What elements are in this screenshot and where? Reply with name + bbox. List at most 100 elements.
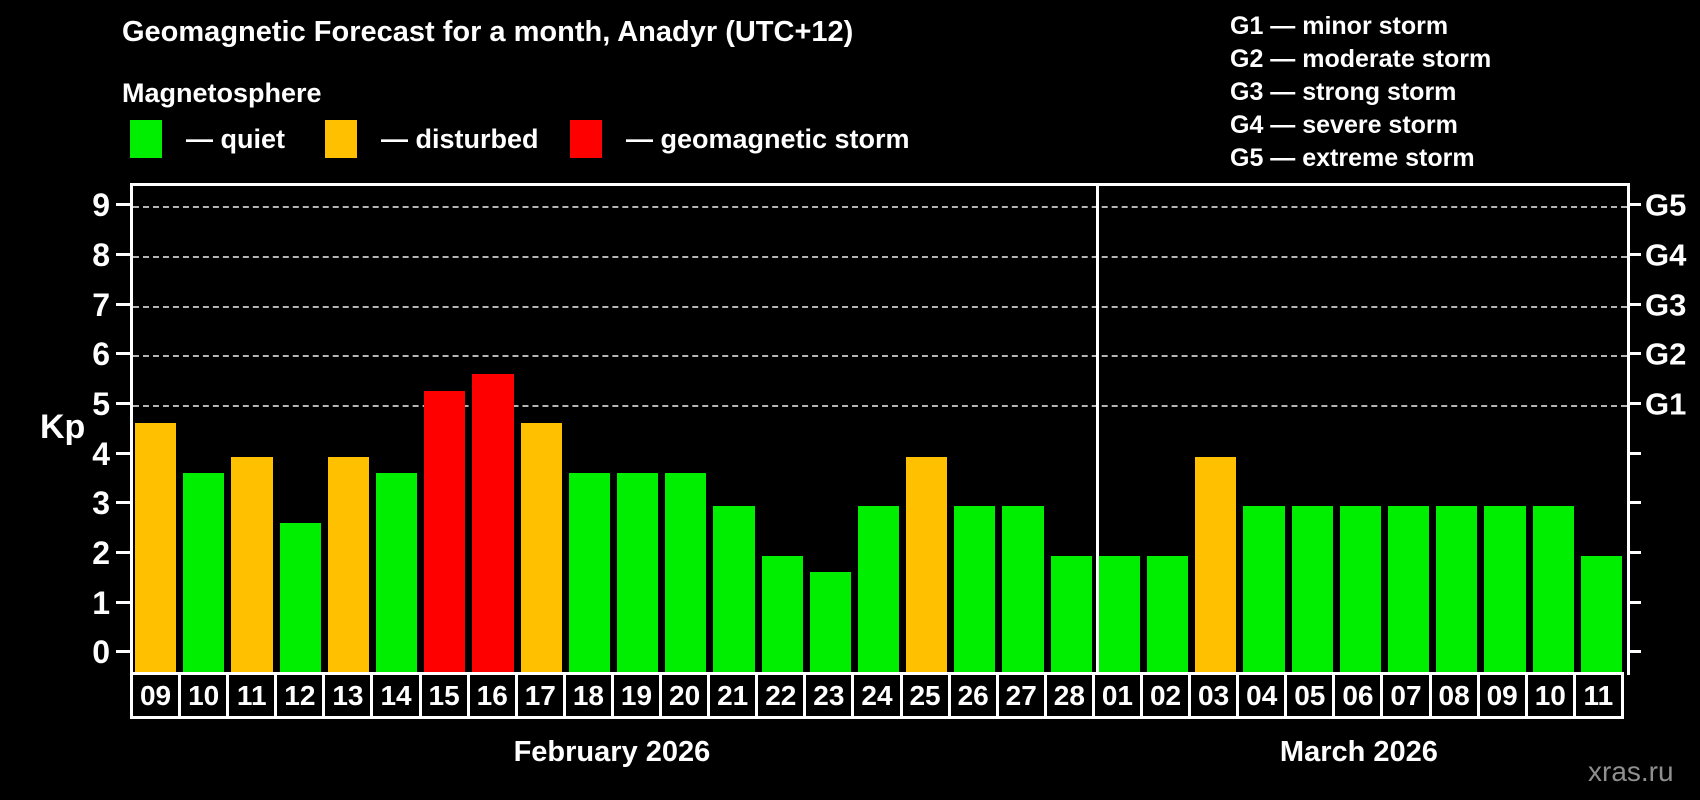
date-cell-20: 20 — [659, 672, 711, 719]
date-cell-28: 28 — [1043, 672, 1095, 719]
kp-bar-day-27-feb — [1002, 506, 1044, 675]
date-cell-04: 04 — [1236, 672, 1288, 719]
kp-bar-day-11-mar — [1580, 555, 1622, 675]
kp-bar-day-03-mar — [1195, 456, 1237, 675]
date-cell-09: 09 — [130, 672, 182, 719]
axis-tick — [1627, 253, 1641, 256]
y-tick-label-5: 5 — [92, 385, 110, 422]
y-tick-label-2: 2 — [92, 534, 110, 571]
kp-bar-day-22-feb — [761, 555, 803, 675]
g-legend-line-g3: G3 — strong storm — [1230, 78, 1457, 106]
kp-bar-day-01-mar — [1098, 555, 1141, 675]
gridline-kp6 — [133, 355, 1627, 358]
date-cell-13: 13 — [322, 672, 374, 719]
y-tick-label-3: 3 — [92, 485, 110, 522]
legend-label-quiet: — quiet — [186, 123, 285, 154]
axis-tick — [1627, 352, 1641, 356]
date-cell-16: 16 — [466, 672, 518, 719]
legend-item-quiet: — quiet — [130, 120, 285, 158]
g-legend-line-g4: G4 — severe storm — [1230, 111, 1458, 139]
kp-bar-day-13-feb — [327, 456, 369, 675]
axis-tick — [116, 550, 130, 554]
kp-bar-day-09-feb — [135, 423, 177, 675]
axis-tick — [1627, 550, 1641, 554]
date-cell-24: 24 — [851, 672, 903, 719]
kp-bar-day-23-feb — [809, 572, 851, 675]
date-cell-23: 23 — [803, 672, 855, 719]
date-cell-11: 11 — [1572, 672, 1624, 719]
date-cell-27: 27 — [995, 672, 1047, 719]
y-tick-label-9: 9 — [92, 187, 110, 224]
axis-tick — [116, 501, 130, 505]
kp-bar-day-19-feb — [616, 472, 659, 675]
legend-item-disturbed: — disturbed — [325, 120, 539, 158]
date-cell-07: 07 — [1380, 672, 1432, 719]
kp-bar-day-12-feb — [279, 522, 321, 675]
kp-bar-day-10-feb — [183, 472, 225, 675]
g-axis-label-g4: G4 — [1645, 237, 1687, 273]
axis-tick — [1627, 302, 1641, 306]
y-axis-left-ticks — [116, 183, 130, 672]
kp-bar-day-04-mar — [1243, 506, 1285, 675]
kp-bar-day-20-feb — [665, 472, 707, 675]
date-cell-14: 14 — [370, 672, 422, 719]
kp-bar-day-25-feb — [906, 456, 948, 675]
kp-bar-day-21-feb — [713, 506, 755, 675]
date-cell-03: 03 — [1188, 672, 1240, 719]
axis-tick — [116, 302, 130, 306]
kp-bar-day-26-feb — [954, 506, 996, 675]
kp-bar-day-14-feb — [375, 472, 418, 675]
y-tick-label-4: 4 — [92, 435, 110, 472]
date-cell-18: 18 — [562, 672, 614, 719]
date-cell-17: 17 — [514, 672, 566, 719]
axis-tick — [1627, 203, 1641, 207]
subtitle-magnetosphere: Magnetosphere — [122, 78, 322, 108]
g-axis-label-g1: G1 — [1645, 386, 1687, 422]
axis-tick — [116, 203, 130, 207]
g-axis-label-g2: G2 — [1645, 336, 1687, 372]
axis-tick — [116, 600, 130, 604]
date-cell-19: 19 — [610, 672, 663, 719]
kp-bar-day-17-feb — [520, 423, 562, 675]
gridline-kp7 — [133, 305, 1627, 308]
legend-item-storm: — geomagnetic storm — [570, 120, 910, 158]
date-cell-26: 26 — [947, 672, 999, 719]
date-cell-02: 02 — [1139, 672, 1192, 719]
gridline-kp9 — [133, 206, 1627, 209]
quiet-color-swatch — [130, 120, 162, 158]
storm-color-swatch — [570, 120, 602, 158]
date-axis-row: 09 10 11 12 13 14 15 16 17 18 19 20 21 22 23 24 25 26 27 28… — [130, 672, 1624, 719]
date-cell-05: 05 — [1284, 672, 1336, 719]
axis-tick — [1627, 501, 1641, 505]
date-cell-08: 08 — [1428, 672, 1480, 719]
kp-bar-day-11-feb — [231, 456, 273, 675]
g-legend-line-g5: G5 — extreme storm — [1230, 144, 1475, 172]
month-labels-row: February 2026 March 2026 — [130, 736, 1624, 776]
axis-tick — [1627, 451, 1641, 455]
kp-bar-day-05-mar — [1291, 506, 1333, 675]
kp-bar-day-06-mar — [1339, 506, 1382, 675]
g-axis-label-g3: G3 — [1645, 287, 1687, 323]
chart-plot-area — [130, 183, 1630, 675]
axis-tick — [1627, 401, 1641, 405]
watermark-xras: xras.ru — [1588, 756, 1674, 787]
kp-bar-day-09-mar — [1484, 506, 1526, 675]
kp-bar-day-07-mar — [1388, 506, 1430, 675]
y-tick-label-0: 0 — [92, 634, 110, 671]
axis-tick — [1627, 650, 1641, 654]
g-scale-legend: G1 — minor storm G2 — moderate storm G3 … — [1230, 10, 1491, 175]
disturbed-color-swatch — [325, 120, 357, 158]
month-label-march: March 2026 — [1279, 736, 1438, 768]
axis-tick — [116, 352, 130, 356]
date-cell-22: 22 — [755, 672, 807, 719]
kp-bar-day-24-feb — [857, 506, 900, 675]
g-scale-axis-labels: G1 G2 G3 G4 G5 — [1645, 183, 1700, 672]
axis-tick — [116, 650, 130, 654]
y-tick-label-1: 1 — [92, 584, 110, 621]
gridline-kp8 — [133, 256, 1627, 258]
g-legend-line-g2: G2 — moderate storm — [1230, 45, 1492, 73]
legend-label-disturbed: — disturbed — [381, 123, 539, 154]
date-cell-21: 21 — [707, 672, 759, 719]
y-axis-right-ticks — [1627, 183, 1641, 672]
kp-bar-day-16-feb — [472, 373, 514, 675]
